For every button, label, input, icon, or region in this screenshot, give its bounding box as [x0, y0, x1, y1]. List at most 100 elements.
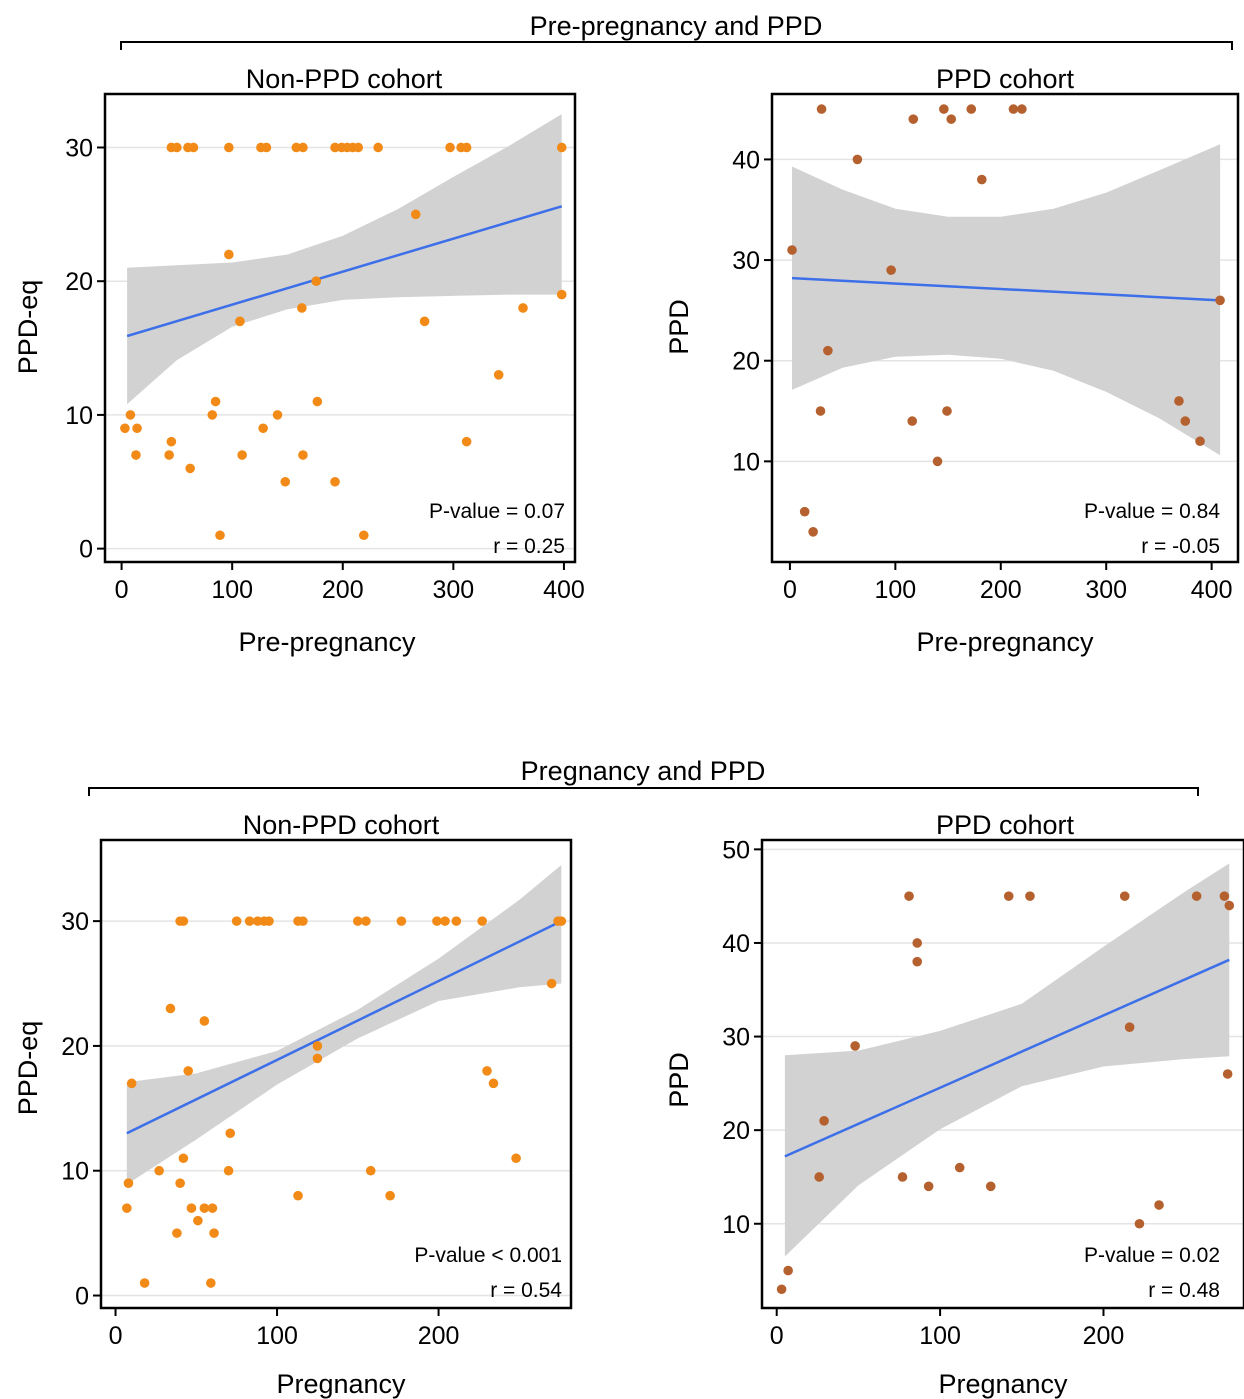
data-point	[556, 142, 567, 153]
y-axis-label: PPD	[664, 1052, 694, 1108]
data-point	[923, 1181, 934, 1192]
r-value-label: r = 0.54	[490, 1279, 562, 1302]
data-point	[823, 345, 833, 356]
data-point	[451, 916, 462, 926]
data-point	[166, 436, 177, 447]
x-tick-label: 100	[874, 576, 916, 604]
chart-panel-preg-nonppd: Non-PPD cohort 0 100 200 0 10 20 30 P-value < …	[13, 810, 573, 1399]
data-point	[207, 410, 218, 420]
panel-title: Non-PPD cohort	[243, 810, 440, 840]
p-value-label: P-value = 0.07	[429, 500, 565, 523]
data-point	[808, 527, 818, 537]
y-tick-label: 30	[65, 134, 93, 162]
y-tick-label: 10	[732, 448, 760, 476]
plot-frame	[99, 838, 573, 1310]
data-point	[410, 209, 421, 220]
data-point	[1180, 416, 1191, 426]
panel-title: PPD cohort	[936, 810, 1075, 840]
data-point	[244, 916, 255, 926]
confidence-band	[792, 144, 1221, 456]
data-point	[224, 249, 234, 260]
y-tick-label: 40	[732, 146, 760, 174]
plot-frame	[770, 92, 1240, 564]
data-point	[816, 104, 827, 114]
data-point	[139, 1278, 150, 1288]
data-point	[312, 396, 323, 407]
x-tick-label: 100	[919, 1322, 961, 1350]
y-tick-label: 0	[75, 1283, 89, 1311]
data-point	[1191, 891, 1202, 901]
data-point	[912, 956, 923, 967]
data-point	[131, 450, 141, 460]
data-point	[819, 1116, 829, 1126]
data-point	[1017, 104, 1027, 114]
x-tick-label: 300	[1085, 576, 1127, 604]
data-point	[396, 916, 407, 926]
y-axis-label: PPD-eq	[13, 280, 43, 375]
data-point	[814, 1172, 824, 1182]
data-point	[206, 1278, 216, 1288]
data-point	[165, 1003, 176, 1014]
data-point	[261, 142, 272, 153]
data-point	[440, 916, 450, 926]
r-value-label: r = 0.48	[1148, 1279, 1220, 1302]
data-point	[886, 265, 896, 275]
data-point	[1134, 1218, 1145, 1229]
data-point	[385, 1190, 395, 1201]
x-tick-label: 0	[770, 1322, 784, 1350]
data-point	[850, 1041, 860, 1051]
data-point	[175, 1178, 185, 1188]
panel-title: Non-PPD cohort	[246, 64, 443, 94]
data-point	[787, 245, 797, 255]
x-tick-label: 0	[109, 1322, 123, 1350]
data-point	[1195, 436, 1205, 447]
data-point	[445, 142, 455, 153]
data-point	[361, 916, 371, 926]
data-point	[164, 450, 174, 460]
data-point	[120, 423, 130, 434]
data-point	[298, 450, 308, 460]
data-point	[904, 891, 914, 901]
x-tick-label: 200	[418, 1322, 460, 1350]
x-axis-label: Pre-pregnancy	[916, 627, 1094, 657]
group-title-pregnancy: Pregnancy and PPD	[521, 756, 766, 786]
y-tick-label: 10	[65, 402, 93, 430]
data-point	[330, 476, 340, 487]
data-point	[126, 1078, 137, 1089]
data-point	[1154, 1200, 1164, 1210]
data-point	[776, 1284, 787, 1295]
data-point	[1025, 891, 1035, 901]
regression-line	[126, 919, 562, 1135]
data-point	[178, 1153, 189, 1164]
y-tick-label: 20	[65, 268, 93, 296]
y-axis-label: PPD	[664, 299, 694, 355]
x-tick-label: 400	[543, 576, 585, 604]
data-point	[482, 1066, 492, 1076]
p-value-label: P-value = 0.84	[1084, 500, 1220, 523]
data-point	[264, 916, 274, 926]
data-point	[799, 506, 810, 517]
y-tick-label: 10	[61, 1158, 89, 1186]
data-point	[1215, 295, 1225, 306]
y-tick-label: 20	[732, 348, 760, 376]
data-point	[954, 1162, 965, 1173]
data-point	[493, 370, 504, 380]
data-point	[312, 1053, 323, 1064]
data-point	[178, 916, 189, 926]
data-point	[209, 1228, 219, 1238]
data-point	[1222, 1069, 1233, 1079]
data-point	[172, 1228, 182, 1238]
data-point	[272, 410, 283, 420]
y-tick-label: 30	[61, 908, 89, 936]
data-point	[1003, 891, 1014, 901]
data-point	[225, 1128, 236, 1139]
data-point	[461, 436, 472, 447]
x-tick-label: 0	[783, 576, 797, 604]
data-point	[518, 303, 528, 313]
y-axis-label: PPD-eq	[13, 1021, 43, 1116]
data-point	[966, 104, 977, 114]
data-point	[985, 1181, 996, 1192]
data-point	[432, 916, 442, 926]
data-point	[312, 1041, 323, 1051]
